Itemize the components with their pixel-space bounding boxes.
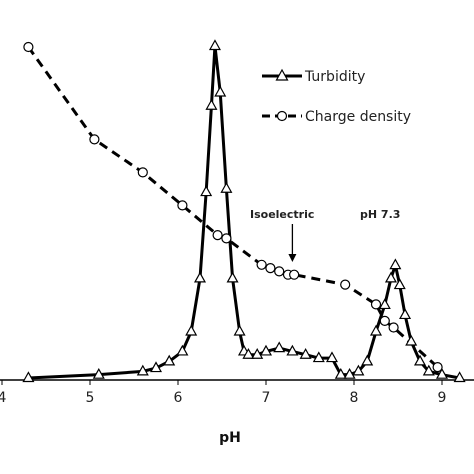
legend-label-turbidity: Turbidity (304, 69, 365, 85)
point-charge-density (388, 322, 399, 333)
point-charge-density (379, 315, 390, 326)
point-turbidity (422, 364, 435, 376)
point-turbidity (325, 351, 339, 363)
point-charge-density (23, 41, 34, 53)
point-turbidity (389, 258, 402, 270)
point-turbidity (435, 367, 449, 379)
point-turbidity (334, 367, 347, 379)
point-turbidity (286, 344, 299, 356)
point-turbidity (185, 324, 198, 336)
point-turbidity (352, 364, 365, 376)
annotation-arrow-head (288, 254, 297, 262)
point-turbidity (378, 298, 391, 310)
point-turbidity (136, 364, 149, 376)
x-tick-label: 9 (438, 390, 447, 406)
point-turbidity (251, 348, 264, 359)
axes: 4 5 6 7 8 9 pH (0, 379, 474, 446)
point-turbidity (405, 334, 418, 346)
x-tick-label: 7 (262, 390, 271, 406)
point-turbidity (220, 182, 233, 193)
point-turbidity (299, 348, 312, 359)
point-charge-density (256, 259, 267, 270)
point-charge-density (221, 233, 232, 244)
point-charge-density (432, 362, 443, 373)
point-charge-density (340, 279, 351, 290)
point-turbidity (399, 308, 412, 320)
legend-marker-turbidity (275, 68, 289, 81)
point-turbidity (312, 351, 325, 363)
legend-label-charge-density: Charge density (305, 109, 411, 125)
x-axis-title: pH (219, 430, 241, 446)
point-charge-density (212, 230, 223, 241)
point-turbidity (384, 271, 397, 283)
point-turbidity (163, 354, 176, 366)
point-charge-density (265, 263, 276, 274)
point-turbidity (193, 271, 207, 283)
x-tick-label: 5 (86, 390, 95, 406)
point-turbidity (273, 341, 286, 353)
point-turbidity (22, 371, 35, 383)
point-turbidity (361, 354, 374, 366)
point-turbidity (214, 85, 227, 97)
point-turbidity (233, 324, 246, 336)
point-turbidity (343, 367, 356, 379)
point-turbidity (242, 348, 255, 359)
point-turbidity (149, 361, 163, 373)
annotation-layer: Isoelectric pH 7.3 (250, 208, 400, 262)
legend-marker-charge-density (276, 110, 288, 122)
point-turbidity (413, 354, 427, 366)
point-turbidity (259, 344, 273, 356)
point-charge-density (177, 200, 188, 211)
point-turbidity (205, 99, 218, 110)
point-turbidity (176, 344, 189, 356)
series-layer (22, 39, 466, 383)
point-turbidity (92, 367, 105, 379)
point-charge-density (89, 134, 100, 145)
annotation-ph-value: pH 7.3 (360, 208, 400, 221)
point-charge-density (137, 167, 148, 178)
x-tick-label: 4 (0, 390, 7, 406)
point-turbidity (226, 271, 239, 283)
annotation-isoelectric: Isoelectric (250, 208, 314, 221)
point-turbidity (453, 371, 466, 383)
x-tick-label: 8 (350, 390, 359, 406)
legend: Turbidity Charge density (262, 68, 411, 125)
point-charge-density (289, 269, 300, 280)
point-turbidity (200, 185, 213, 197)
point-turbidity (208, 39, 221, 51)
x-tick-label: 6 (174, 390, 183, 406)
point-charge-density (370, 299, 382, 310)
point-turbidity (369, 324, 383, 336)
point-turbidity (393, 278, 406, 290)
point-charge-density (274, 266, 285, 277)
